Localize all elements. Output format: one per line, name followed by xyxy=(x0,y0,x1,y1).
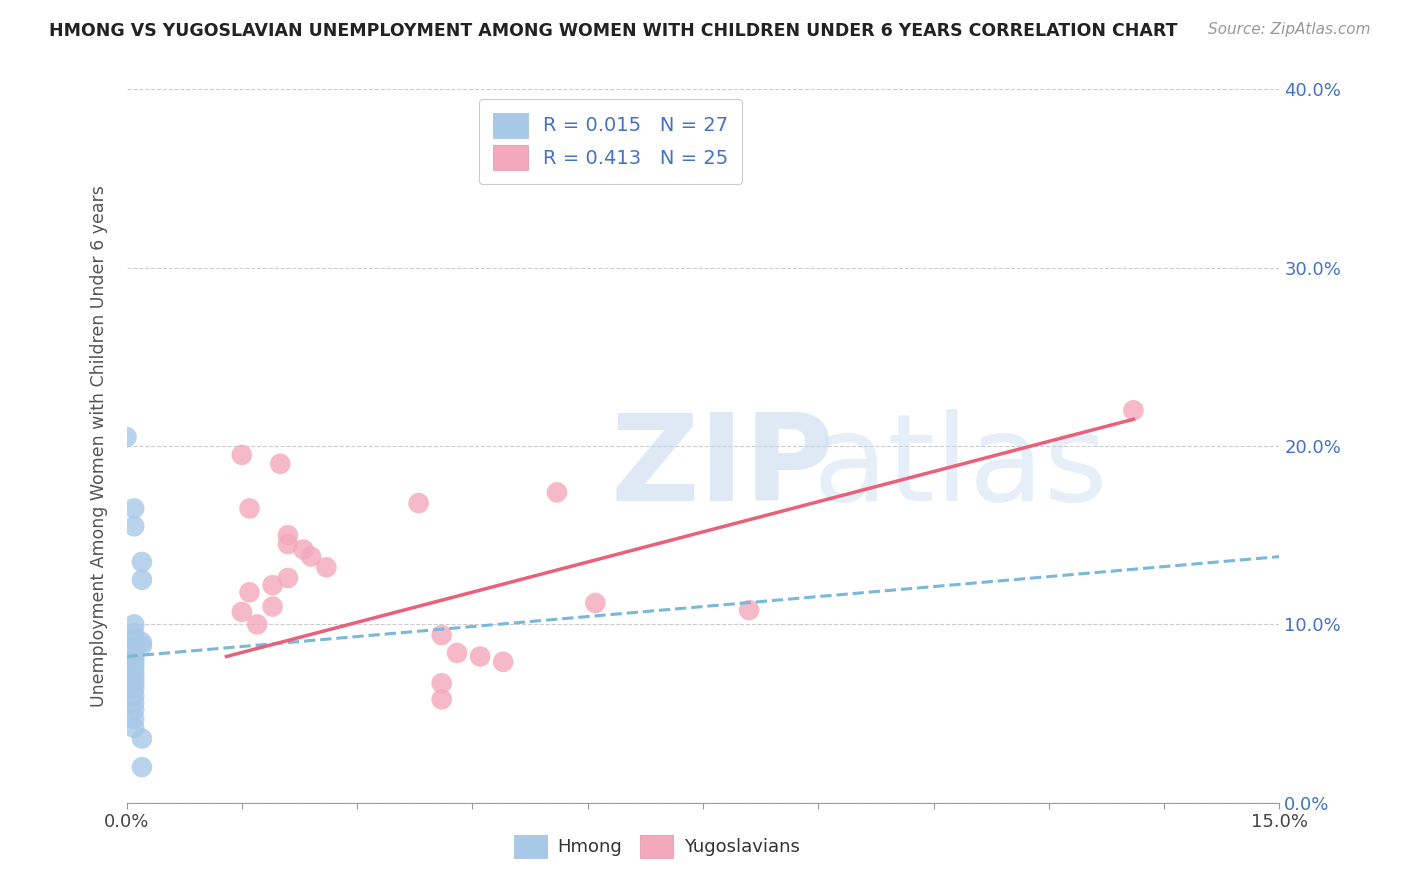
Point xyxy=(277,528,299,542)
Point xyxy=(115,430,138,444)
Point xyxy=(122,689,145,703)
Point xyxy=(122,703,145,717)
Point xyxy=(122,712,145,726)
Point xyxy=(122,519,145,533)
Point xyxy=(131,555,153,569)
Point xyxy=(122,671,145,685)
Point xyxy=(122,626,145,640)
Point xyxy=(262,599,284,614)
Point xyxy=(246,617,269,632)
Point xyxy=(277,571,299,585)
Point xyxy=(446,646,468,660)
Point xyxy=(122,665,145,680)
Text: ZIP: ZIP xyxy=(610,409,835,526)
Point xyxy=(122,696,145,710)
Point xyxy=(122,617,145,632)
Point xyxy=(430,628,453,642)
Y-axis label: Unemployment Among Women with Children Under 6 years: Unemployment Among Women with Children U… xyxy=(90,185,108,707)
Legend: Hmong, Yugoslavians: Hmong, Yugoslavians xyxy=(508,828,807,865)
Point xyxy=(122,632,145,646)
Point xyxy=(122,642,145,657)
Point xyxy=(277,537,299,551)
Point xyxy=(122,721,145,735)
Point xyxy=(430,676,453,690)
Text: Source: ZipAtlas.com: Source: ZipAtlas.com xyxy=(1208,22,1371,37)
Point xyxy=(1122,403,1144,417)
Point xyxy=(122,681,145,696)
Text: ZIPatlas: ZIPatlas xyxy=(610,409,1094,526)
Point xyxy=(122,653,145,667)
Point xyxy=(122,676,145,690)
Point xyxy=(583,596,606,610)
Point xyxy=(122,657,145,671)
Point xyxy=(131,731,153,746)
Point xyxy=(231,605,253,619)
Point xyxy=(122,660,145,674)
Point xyxy=(131,760,153,774)
Point xyxy=(122,501,145,516)
Point xyxy=(122,646,145,660)
Point xyxy=(738,603,761,617)
Point xyxy=(131,635,153,649)
Point xyxy=(492,655,515,669)
Point xyxy=(269,457,291,471)
Point xyxy=(231,448,253,462)
Point xyxy=(468,649,491,664)
Point xyxy=(315,560,337,574)
Point xyxy=(299,549,322,564)
Point xyxy=(131,639,153,653)
Point xyxy=(238,585,260,599)
Point xyxy=(122,649,145,664)
Point xyxy=(430,692,453,706)
Point xyxy=(408,496,430,510)
Text: HMONG VS YUGOSLAVIAN UNEMPLOYMENT AMONG WOMEN WITH CHILDREN UNDER 6 YEARS CORREL: HMONG VS YUGOSLAVIAN UNEMPLOYMENT AMONG … xyxy=(49,22,1178,40)
Text: atlas: atlas xyxy=(813,409,1108,526)
Point xyxy=(131,573,153,587)
Point xyxy=(546,485,568,500)
Point xyxy=(238,501,260,516)
Point xyxy=(292,542,315,557)
Point xyxy=(262,578,284,592)
